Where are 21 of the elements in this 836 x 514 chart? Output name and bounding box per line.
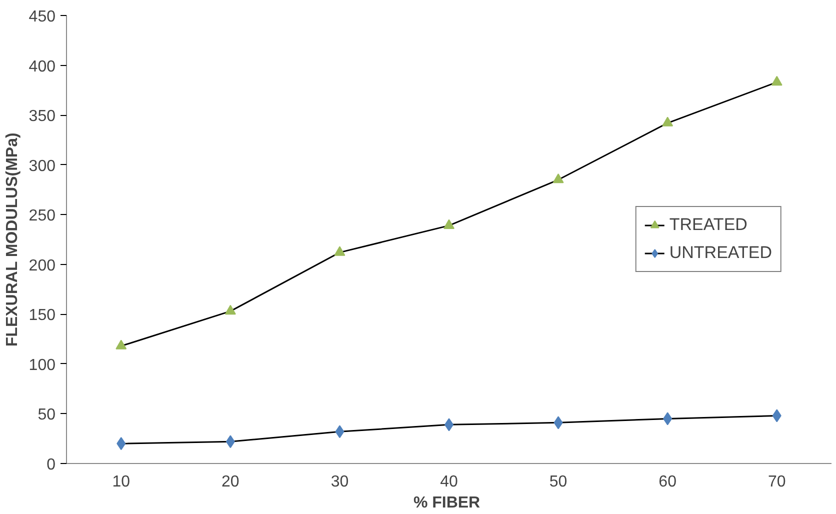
legend-label: TREATED [669,215,748,235]
x-tick-label: 70 [768,474,786,490]
x-axis-title: % FIBER [413,494,481,512]
y-tick-label: 400 [28,58,56,76]
y-tick-label: 250 [28,208,56,225]
y-tick-label: 450 [28,8,56,26]
y-tick-label: 100 [28,356,56,374]
y-tick-label: 300 [28,158,56,175]
x-tick-label: 50 [549,474,568,490]
x-tick-label: 40 [440,474,458,490]
x-tick-label: 60 [658,474,677,490]
x-tick-label: 30 [330,474,349,490]
y-axis-title: FLEXURAL MODULUS(MPa) [4,132,21,347]
y-tick-label: 0 [46,456,56,474]
y-tick-label: 50 [38,406,56,424]
y-tick-label: 350 [28,108,56,126]
x-tick-label: 20 [222,474,240,490]
x-tick-label: 10 [112,474,130,490]
y-tick-label: 200 [28,257,56,274]
y-tick-label: 150 [28,307,56,324]
legend-label: UNTREATED [669,243,772,263]
